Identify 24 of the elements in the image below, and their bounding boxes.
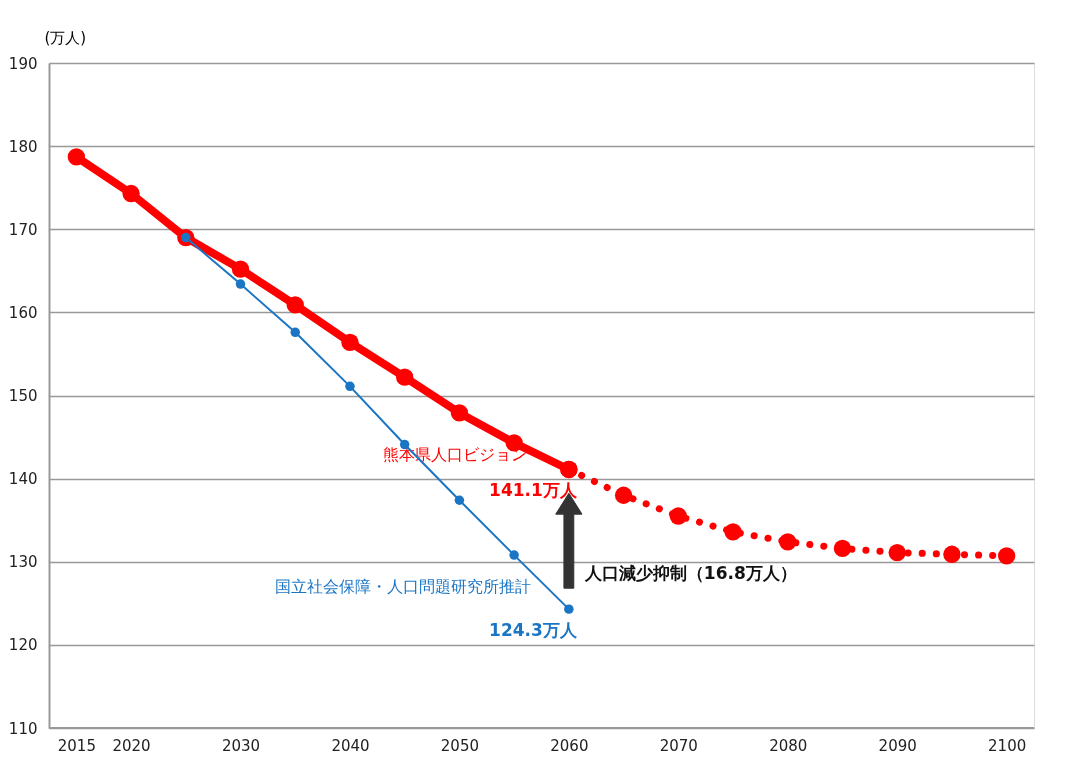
x-tick-label: 2050 [440, 736, 480, 755]
x-tick-label: 2070 [659, 736, 698, 755]
y-tick-label: 140 [8, 470, 38, 489]
annotation: 124.3万人 [489, 620, 578, 641]
y-tick-label: 180 [8, 137, 38, 156]
y-tick-label: 130 [8, 553, 38, 572]
y-tick-label: 190 [8, 54, 38, 73]
y-tick-label: 170 [8, 220, 38, 239]
y-axis-title: (万人) [44, 28, 87, 47]
series-label: 国立社会保障・人口問題研究所推計 [274, 577, 531, 597]
y-tick-label: 150 [8, 387, 38, 405]
x-tick-label: 2100 [988, 736, 1027, 755]
x-tick-label: 2020 [112, 736, 151, 755]
x-tick-label: 2080 [769, 736, 808, 755]
x-tick-label: 2060 [550, 736, 589, 755]
annotation: 141.1万人 [489, 480, 578, 501]
y-tick-label: 110 [8, 719, 38, 738]
x-tick-label: 2015 [57, 736, 96, 755]
y-tick-label: 160 [8, 303, 38, 322]
x-tick-label: 2090 [878, 736, 917, 755]
x-tick-label: 2040 [331, 736, 370, 755]
annotation: 人口減少抑制（16.8万人） [583, 563, 797, 584]
x-tick-label: 2030 [221, 736, 261, 755]
y-tick-label: 120 [8, 636, 38, 655]
